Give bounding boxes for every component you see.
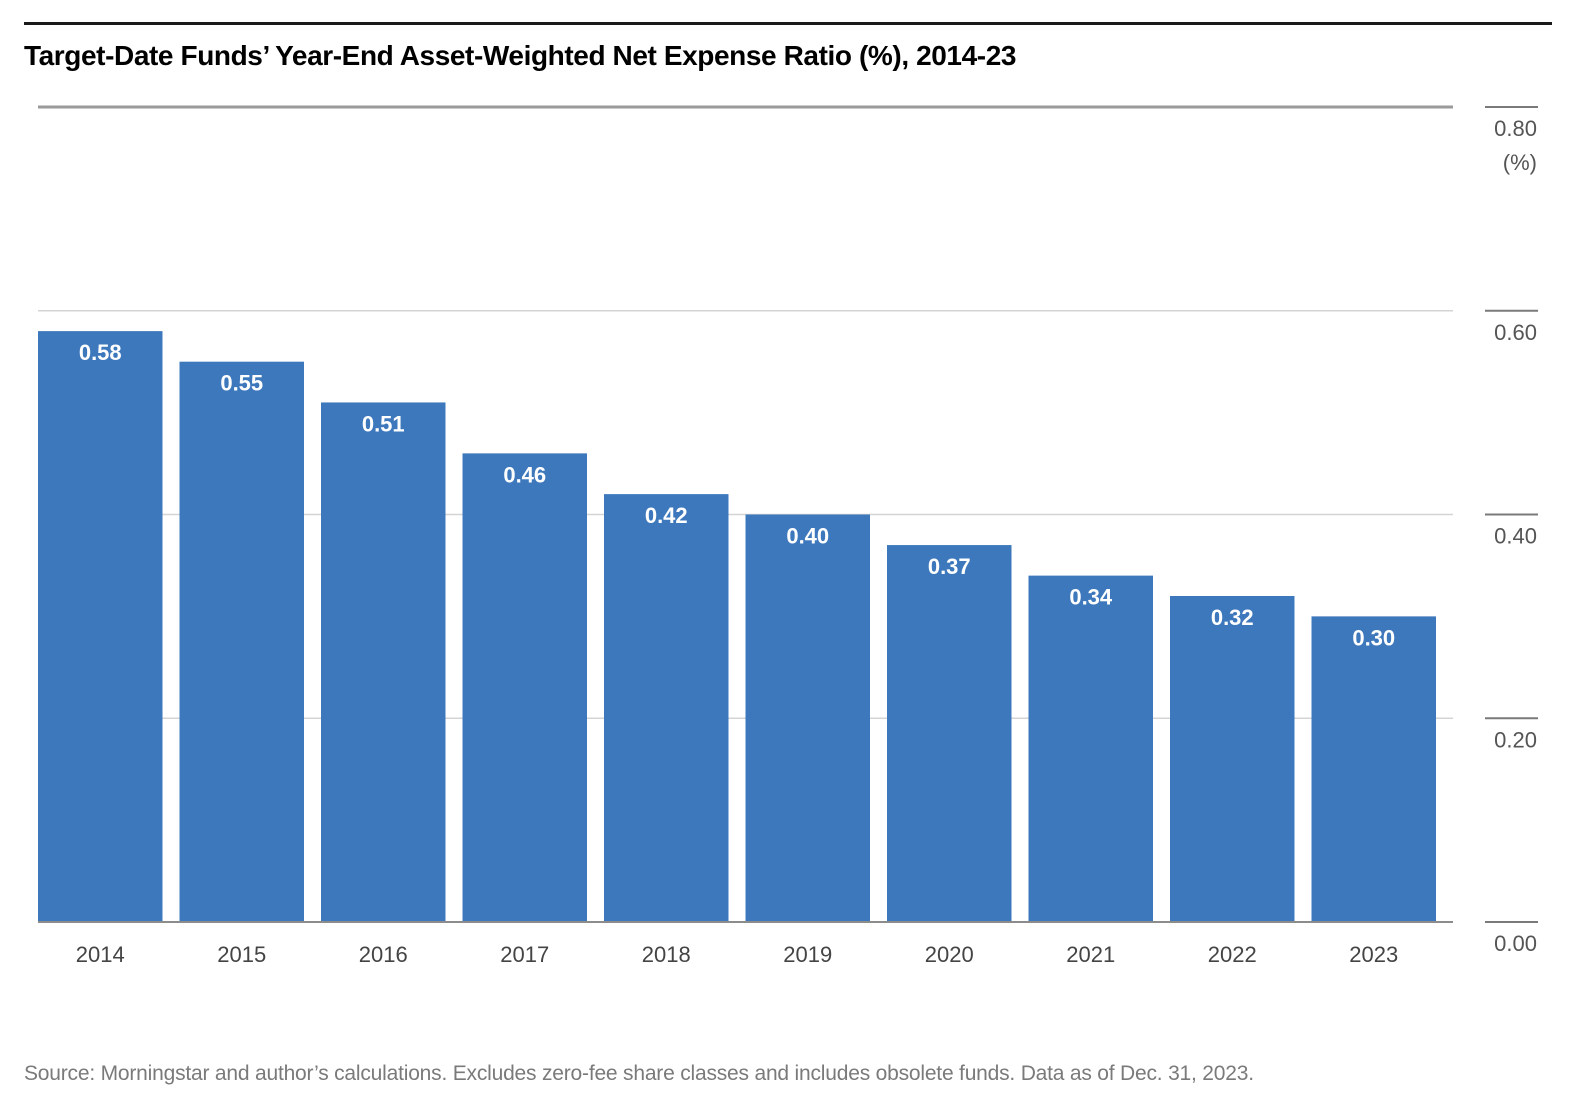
y-tick-label: 0.40 [1494,524,1537,549]
axes: 0.00 0.20 0.40 0.60 0.80 (%) 2014 2015 2016 2017 2… [38,106,1538,967]
bar-value-label: 0.55 [220,371,263,396]
bar-value-label: 0.32 [1211,605,1254,630]
x-tick-label: 2019 [783,942,832,967]
bar-value-label: 0.42 [645,503,688,528]
bar-2019 [745,514,870,922]
x-tick-label: 2021 [1066,942,1115,967]
y-axis-unit-label: (%) [1503,150,1537,175]
x-tick-label: 2023 [1349,942,1398,967]
bar-value-label: 0.40 [786,524,829,549]
bar-2018 [604,494,729,922]
bar-value-label: 0.51 [362,411,405,436]
bar-value-label: 0.58 [79,340,122,365]
bar-2016 [321,402,446,922]
x-tick-label: 2022 [1208,942,1257,967]
x-tick-label: 2017 [500,942,549,967]
x-tick-label: 2016 [359,942,408,967]
source-note: Source: Morningstar and author’s calcula… [24,1062,1254,1085]
bar-value-label: 0.37 [928,554,971,579]
bars: 0.58 0.55 0.51 0.46 0.42 0.40 0.37 0.34 0.32 0.30 [38,331,1436,922]
bar-value-label: 0.30 [1352,625,1395,650]
x-tick-label: 2020 [925,942,974,967]
bar-2014 [38,331,163,922]
y-tick-label: 0.60 [1494,320,1537,345]
y-tick-label: 0.20 [1494,727,1537,752]
bar-value-label: 0.46 [503,462,546,487]
bar-2023 [1311,616,1436,922]
bar-2020 [887,545,1012,922]
bar-value-label: 0.34 [1069,585,1113,610]
chart-title: Target-Date Funds’ Year-End Asset-Weight… [24,40,1017,71]
x-tick-label: 2018 [642,942,691,967]
y-tick-label: 0.00 [1494,931,1537,956]
bar-2017 [462,453,587,922]
x-tick-label: 2015 [217,942,266,967]
y-tick-label: 0.80 [1494,116,1537,141]
bar-2015 [179,361,304,922]
top-rule [24,22,1552,25]
bar-2022 [1170,596,1295,922]
x-tick-label: 2014 [76,942,125,967]
bar-2021 [1028,575,1153,922]
